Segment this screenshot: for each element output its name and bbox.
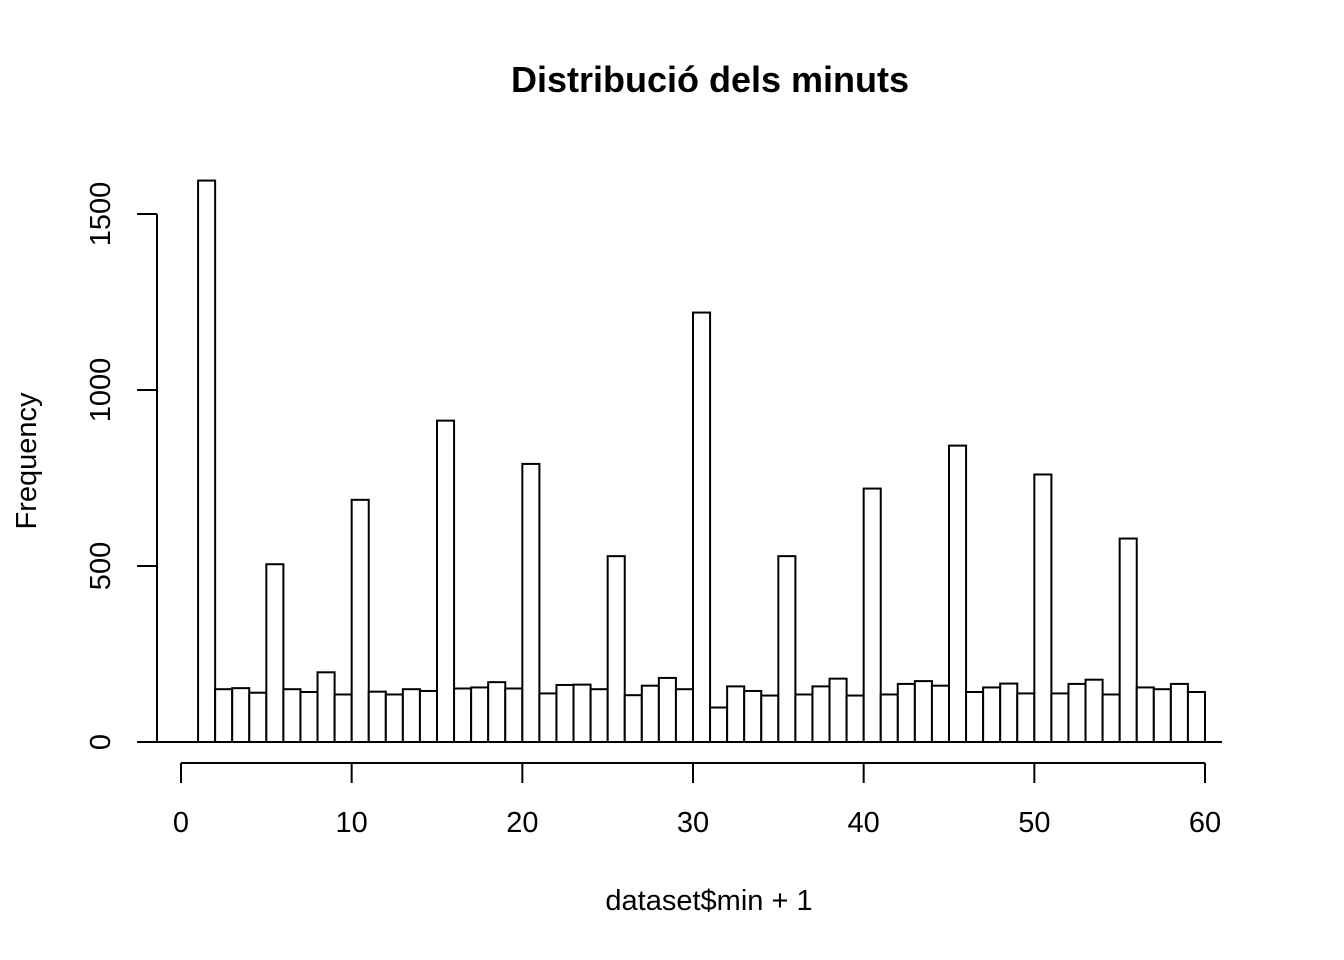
histogram-bar <box>982 686 1002 744</box>
histogram-bar <box>538 692 558 744</box>
x-tick-label: 40 <box>848 807 880 839</box>
histogram-bar <box>384 693 404 743</box>
histogram-bar <box>453 687 473 743</box>
x-tick-label: 20 <box>506 807 538 839</box>
histogram-bar <box>1033 473 1053 743</box>
histogram-bar <box>231 687 251 743</box>
histogram-bar <box>726 685 746 743</box>
histogram-bar <box>794 693 814 743</box>
histogram-bar <box>1135 686 1155 744</box>
histogram-bar <box>1169 682 1189 743</box>
bars-group <box>156 179 1222 744</box>
histogram-bar <box>418 689 438 744</box>
histogram-bar <box>879 693 899 743</box>
histogram-bar <box>674 688 695 744</box>
histogram-bar <box>282 688 302 744</box>
histogram-bar <box>436 419 456 743</box>
histogram-bar <box>299 691 319 743</box>
histogram-bar <box>248 691 268 743</box>
x-axis-label: dataset$min + 1 <box>605 885 812 917</box>
histogram-bar <box>1050 692 1070 744</box>
chart-title: Distribució dels minuts <box>511 59 909 100</box>
histogram-bar <box>350 498 370 743</box>
histogram-bar <box>1016 692 1036 744</box>
histogram-bar <box>333 693 353 743</box>
histogram-bar <box>572 683 592 744</box>
histogram-bar <box>709 706 729 744</box>
histogram-bar <box>214 688 234 744</box>
histogram-bar <box>1118 537 1138 743</box>
histogram-bar <box>760 694 780 744</box>
histogram-bar <box>743 689 763 744</box>
y-tick-label: 1500 <box>85 182 117 247</box>
histogram-bar <box>1152 688 1172 744</box>
x-axis: 0 10 20 30 40 50 60 <box>173 762 1221 839</box>
histogram-bar <box>930 684 951 743</box>
histogram-bar <box>521 462 541 743</box>
histogram-bar <box>913 680 933 744</box>
x-tick-label: 10 <box>336 807 368 839</box>
histogram-bar <box>828 677 848 744</box>
histogram-bar <box>896 682 916 743</box>
x-tick-label: 50 <box>1018 807 1050 839</box>
histogram-bar <box>999 682 1019 743</box>
y-tick-label: 500 <box>85 542 117 590</box>
histogram-bar <box>197 179 217 743</box>
histogram-bar <box>1067 682 1087 743</box>
histogram-bar <box>504 687 524 743</box>
histogram-bar <box>811 685 831 743</box>
histogram-bar <box>1084 678 1104 743</box>
histogram-bar <box>845 694 865 744</box>
histogram-bar <box>777 555 797 743</box>
y-tick-label: 0 <box>85 734 117 750</box>
histogram-bar <box>265 563 285 743</box>
y-tick-label: 1000 <box>85 358 117 423</box>
y-axis: 0 500 1000 1500 <box>85 182 158 750</box>
histogram-bar <box>470 686 490 744</box>
histogram-bar <box>589 688 609 744</box>
y-axis-label: Frequency <box>11 392 43 530</box>
x-tick-label: 60 <box>1189 807 1221 839</box>
histogram-bar <box>555 683 575 744</box>
histogram-bar <box>487 681 507 743</box>
histogram-bar <box>1186 691 1207 743</box>
x-tick-label: 0 <box>173 807 189 839</box>
x-tick-label: 30 <box>677 807 709 839</box>
histogram-bar <box>640 684 660 743</box>
histogram-bar <box>965 691 985 743</box>
histogram-bar <box>316 671 336 744</box>
histogram-bar <box>367 690 387 743</box>
histogram-bar <box>657 676 677 743</box>
histogram-bar <box>1101 693 1121 743</box>
histogram-bar <box>948 444 968 743</box>
histogram-bar <box>692 311 712 743</box>
histogram-bar <box>606 555 626 743</box>
histogram-bar <box>862 487 882 743</box>
histogram-bar <box>401 688 421 744</box>
histogram-bar <box>623 694 643 744</box>
